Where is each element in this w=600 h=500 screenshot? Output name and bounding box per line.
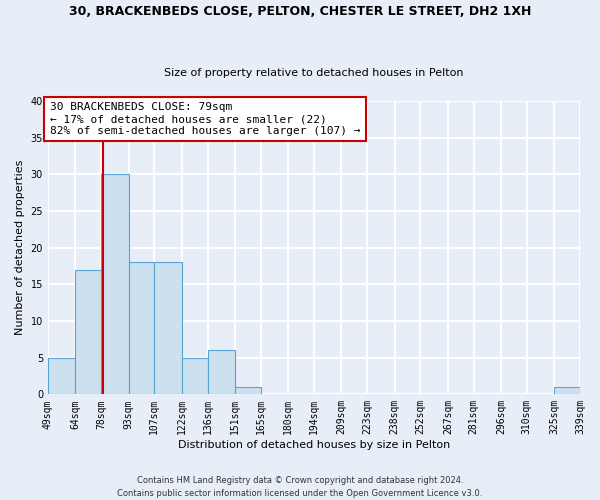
Text: Contains HM Land Registry data © Crown copyright and database right 2024.
Contai: Contains HM Land Registry data © Crown c… — [118, 476, 482, 498]
Bar — [554, 387, 580, 394]
Bar — [208, 350, 235, 395]
Bar — [76, 270, 101, 394]
Bar — [235, 387, 261, 394]
Bar — [154, 262, 182, 394]
X-axis label: Distribution of detached houses by size in Pelton: Distribution of detached houses by size … — [178, 440, 450, 450]
Text: 30 BRACKENBEDS CLOSE: 79sqm
← 17% of detached houses are smaller (22)
82% of sem: 30 BRACKENBEDS CLOSE: 79sqm ← 17% of det… — [50, 102, 360, 136]
Bar — [101, 174, 128, 394]
Bar — [182, 358, 208, 395]
Bar — [128, 262, 154, 394]
Text: 30, BRACKENBEDS CLOSE, PELTON, CHESTER LE STREET, DH2 1XH: 30, BRACKENBEDS CLOSE, PELTON, CHESTER L… — [69, 5, 531, 18]
Bar — [48, 358, 76, 395]
Y-axis label: Number of detached properties: Number of detached properties — [15, 160, 25, 336]
Title: Size of property relative to detached houses in Pelton: Size of property relative to detached ho… — [164, 68, 464, 78]
